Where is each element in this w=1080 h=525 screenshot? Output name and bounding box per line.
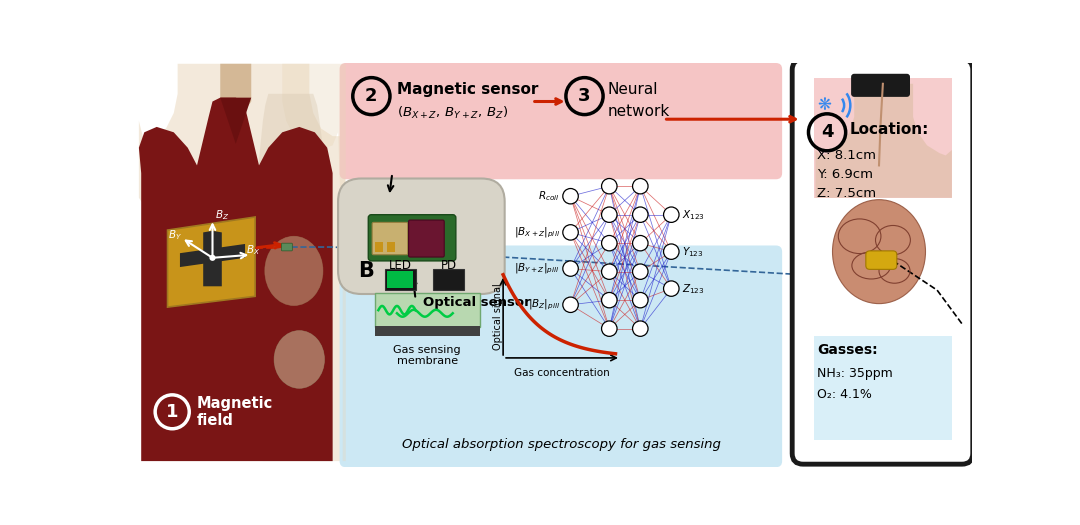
Circle shape (633, 321, 648, 337)
Circle shape (210, 255, 216, 261)
FancyBboxPatch shape (373, 223, 408, 255)
Text: Z: 7.5cm: Z: 7.5cm (816, 187, 876, 201)
Bar (387, 271, 414, 288)
Text: $|B_Z|_{pill}$: $|B_Z|_{pill}$ (528, 298, 559, 312)
Text: Optical signal: Optical signal (494, 283, 503, 350)
Polygon shape (139, 64, 348, 461)
Text: ❋: ❋ (818, 97, 832, 114)
Text: $B_Z$: $B_Z$ (215, 208, 229, 222)
Bar (387, 243, 394, 251)
Bar (375, 243, 383, 251)
Circle shape (563, 261, 578, 276)
Text: $B_Y$: $B_Y$ (168, 228, 183, 242)
Circle shape (602, 321, 617, 337)
Circle shape (563, 297, 578, 312)
Text: PD: PD (441, 259, 457, 272)
FancyBboxPatch shape (851, 74, 910, 97)
Bar (375, 326, 480, 337)
FancyBboxPatch shape (282, 243, 293, 251)
FancyBboxPatch shape (793, 59, 973, 464)
Text: NH₃: 35ppm: NH₃: 35ppm (816, 367, 893, 380)
Circle shape (602, 236, 617, 251)
FancyBboxPatch shape (339, 63, 782, 179)
Text: Location:: Location: (850, 122, 929, 138)
Text: SC: SC (201, 243, 224, 258)
FancyBboxPatch shape (408, 220, 444, 257)
Text: $Y_{123}$: $Y_{123}$ (683, 245, 704, 258)
Polygon shape (167, 217, 255, 307)
Circle shape (633, 236, 648, 251)
Ellipse shape (274, 331, 324, 388)
FancyBboxPatch shape (368, 215, 456, 261)
Circle shape (602, 178, 617, 194)
Text: Gas concentration: Gas concentration (514, 369, 610, 379)
Polygon shape (253, 94, 333, 461)
Text: network: network (608, 104, 670, 119)
Polygon shape (282, 64, 346, 461)
FancyBboxPatch shape (339, 246, 782, 467)
Text: Magnetic
field: Magnetic field (197, 396, 273, 428)
Circle shape (663, 207, 679, 223)
Text: Optical absorption spectroscopy for gas sensing: Optical absorption spectroscopy for gas … (402, 438, 720, 450)
Text: Gasses:: Gasses: (816, 343, 878, 357)
Text: $Z_{123}$: $Z_{123}$ (683, 282, 705, 296)
Circle shape (633, 264, 648, 279)
Text: O₂: 4.1%: O₂: 4.1% (816, 387, 872, 401)
Text: 3: 3 (578, 87, 591, 105)
Circle shape (663, 244, 679, 259)
Text: Magnetic sensor: Magnetic sensor (397, 82, 538, 98)
Ellipse shape (833, 200, 926, 303)
Circle shape (633, 292, 648, 308)
FancyBboxPatch shape (814, 78, 951, 198)
Text: Y: 6.9cm: Y: 6.9cm (816, 168, 873, 181)
Circle shape (633, 178, 648, 194)
Ellipse shape (265, 236, 323, 306)
Circle shape (602, 292, 617, 308)
Polygon shape (220, 98, 252, 144)
Circle shape (633, 207, 648, 223)
Polygon shape (203, 231, 221, 286)
Polygon shape (220, 64, 252, 111)
Text: B: B (359, 261, 374, 281)
Circle shape (563, 188, 578, 204)
Text: Optical sensor: Optical sensor (423, 296, 531, 309)
Bar (384, 269, 416, 290)
Polygon shape (139, 98, 333, 461)
Text: $|B_{Y+Z}|_{pill}$: $|B_{Y+Z}|_{pill}$ (514, 261, 559, 276)
Circle shape (602, 264, 617, 279)
Bar (433, 269, 464, 290)
Text: Gas sensing
membrane: Gas sensing membrane (393, 345, 461, 366)
Text: 2: 2 (365, 87, 378, 105)
Polygon shape (180, 244, 245, 267)
Text: Neural: Neural (608, 82, 658, 98)
Circle shape (663, 281, 679, 296)
Text: $|B_{X+Z}|_{pill}$: $|B_{X+Z}|_{pill}$ (514, 225, 559, 239)
FancyBboxPatch shape (338, 178, 504, 294)
FancyBboxPatch shape (814, 337, 951, 440)
Text: X: 8.1cm: X: 8.1cm (816, 149, 876, 162)
Text: $(B_{X+Z},\, B_{Y+Z},\, B_Z)$: $(B_{X+Z},\, B_{Y+Z},\, B_Z)$ (397, 105, 509, 121)
Circle shape (563, 225, 578, 240)
Polygon shape (815, 84, 951, 198)
Circle shape (602, 207, 617, 223)
Text: $B_X$: $B_X$ (245, 243, 260, 257)
Bar (375, 293, 480, 327)
Text: 4: 4 (821, 123, 834, 141)
Text: $X_{123}$: $X_{123}$ (683, 208, 705, 222)
Text: LED: LED (389, 259, 411, 272)
Text: $R_{coil}$: $R_{coil}$ (538, 190, 559, 203)
Text: 1: 1 (166, 403, 178, 421)
Polygon shape (195, 228, 230, 271)
FancyBboxPatch shape (866, 251, 896, 269)
